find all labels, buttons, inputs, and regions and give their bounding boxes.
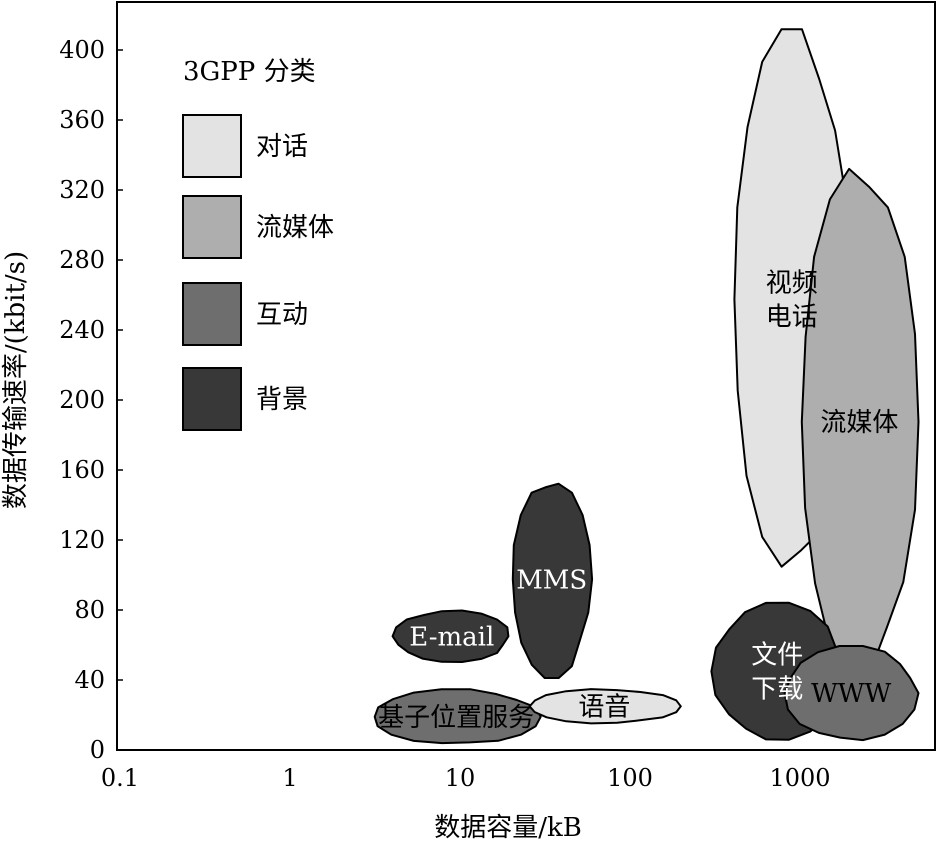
region-label: 视频电话	[766, 268, 818, 332]
y-axis-title: 数据传输速率/(kbit/s)	[1, 251, 31, 509]
region-label: 基子位置服务	[378, 703, 534, 733]
legend-label: 对话	[256, 132, 308, 162]
y-tick-label: 40	[74, 666, 105, 694]
region-label: E-mail	[409, 622, 494, 652]
region-shape	[528, 688, 682, 725]
legend-title: 3GPP 分类	[183, 57, 316, 87]
y-axis-ticks: 0 40 80 120 160 200 240 280 320 360 400	[59, 36, 123, 764]
region-shape	[373, 688, 542, 745]
y-tick-label: 360	[59, 106, 105, 134]
y-tick-label: 160	[59, 456, 105, 484]
legend-swatch	[182, 367, 242, 431]
region-shapes	[373, 28, 920, 745]
x-tick-label: 10	[445, 764, 476, 792]
legend-label: 互动	[256, 300, 308, 330]
x-axis-title: 数据容量/kB	[434, 813, 582, 843]
y-tick-label: 0	[90, 736, 105, 764]
legend-label: 背景	[256, 385, 308, 415]
legend-swatch	[182, 195, 242, 259]
y-tick-label: 280	[59, 246, 105, 274]
legend-label: 流媒体	[256, 213, 334, 243]
region-label: MMS	[516, 565, 587, 595]
region-shape	[391, 609, 510, 663]
x-tick-label: 1	[282, 764, 297, 792]
region-shape	[783, 645, 920, 742]
x-tick-label: 100	[607, 764, 653, 792]
y-tick-label: 80	[74, 596, 105, 624]
region-label: 文件下载	[751, 640, 803, 704]
y-tick-label: 320	[59, 176, 105, 204]
region-label: 语音	[578, 692, 630, 722]
legend-swatch	[182, 114, 242, 178]
region-label: WWW	[811, 679, 891, 709]
x-tick-label: 0.1	[101, 764, 139, 792]
x-tick-label: 1000	[769, 764, 830, 792]
x-axis-ticks: 0.1 1 10 100 1000	[101, 764, 831, 792]
plot-frame	[116, 1, 936, 751]
y-tick-label: 200	[59, 386, 105, 414]
region-shape	[800, 167, 920, 676]
y-tick-label: 240	[59, 316, 105, 344]
y-tick-label: 120	[59, 526, 105, 554]
region-label: 流媒体	[820, 408, 898, 438]
y-tick-label: 400	[59, 36, 105, 64]
region-shape	[511, 482, 594, 679]
legend-swatch	[182, 282, 242, 346]
